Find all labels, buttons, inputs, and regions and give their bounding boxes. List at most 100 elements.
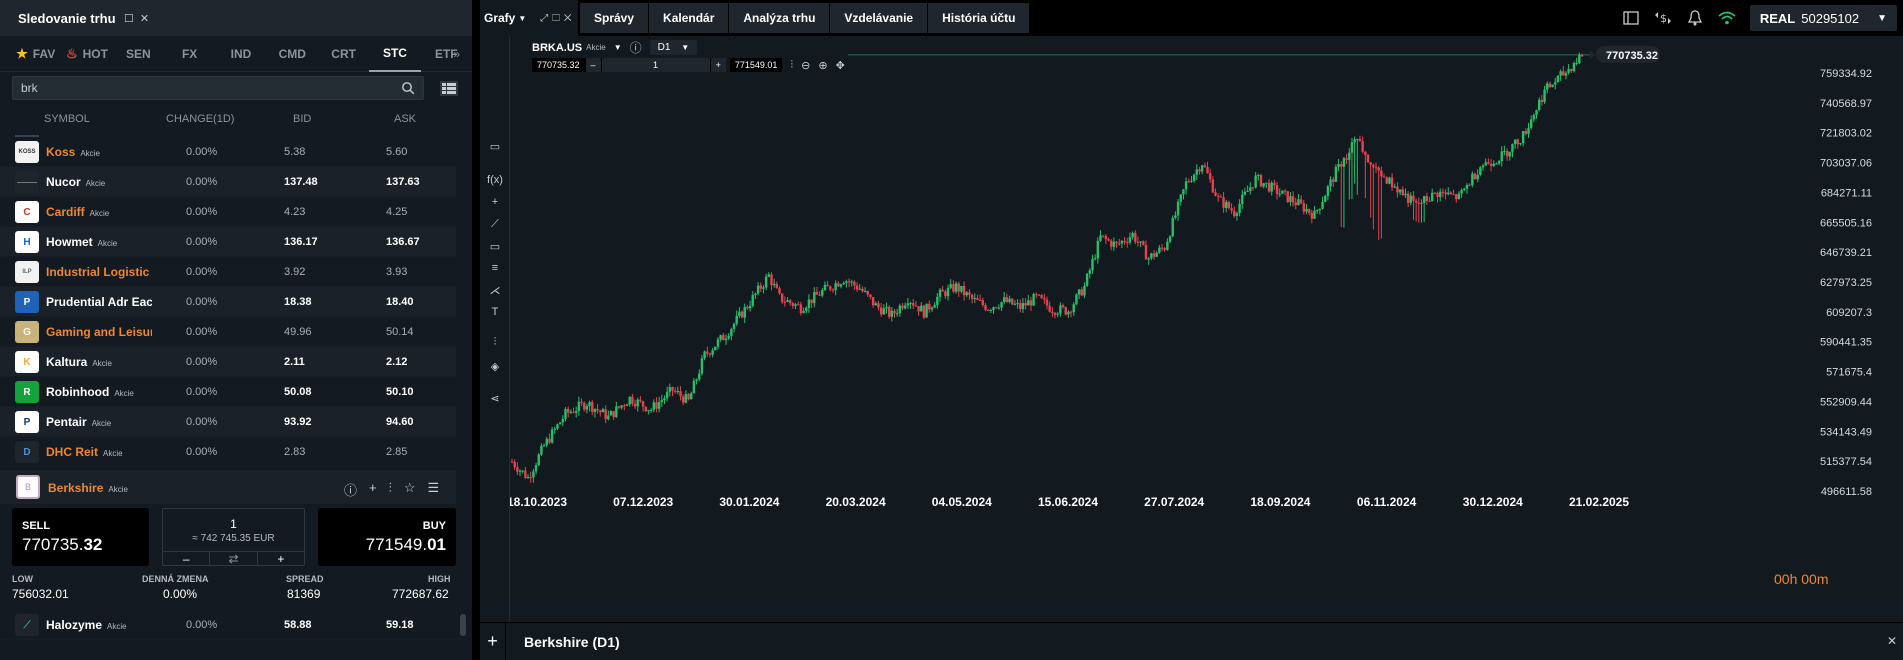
sell-button[interactable]: SELL 770735.32 xyxy=(12,508,149,566)
tab-cmd[interactable]: CMD xyxy=(267,36,318,72)
nav-item[interactable]: Analýza trhu xyxy=(729,3,831,33)
quantity-plus-button[interactable]: + xyxy=(277,552,285,566)
table-row[interactable]: —— Nucor Akcie 0.00% 137.48 137.63 xyxy=(0,167,456,197)
selected-instrument[interactable]: B Berkshire Akcie ⓘ + ⫶ ☆ ☰ xyxy=(0,470,456,504)
scrollbar-thumb[interactable] xyxy=(460,614,466,636)
candle-body xyxy=(1273,182,1276,186)
candle-body xyxy=(695,379,698,381)
table-row[interactable]: R Robinhood Akcie 0.00% 50.08 50.10 xyxy=(0,377,456,407)
add-icon[interactable]: + xyxy=(369,480,377,495)
chart-type-icon[interactable]: ▭ xyxy=(489,141,501,153)
candles-icon[interactable]: ⫶ xyxy=(493,336,497,348)
quick-qty-minus[interactable]: – xyxy=(584,58,601,72)
buy-price-main: 771549. xyxy=(365,535,428,554)
table-row[interactable]: P Pentair Akcie 0.00% 93.92 94.60 xyxy=(0,407,456,437)
money-exchange-icon[interactable]: $ xyxy=(1654,9,1672,27)
quick-qty[interactable]: 1 xyxy=(600,58,711,72)
nav-item[interactable]: Správy xyxy=(580,3,650,33)
crosshair-icon[interactable]: + xyxy=(491,196,499,208)
candle-body xyxy=(1075,294,1078,305)
quantity-swap-button[interactable]: ⇄ xyxy=(210,552,258,566)
chart-area[interactable]: ▭ f(x) + ⟋ ▭ ≡ ⋌ T ⫶ ◈ ⋖ BRKA.US Akcie ▼… xyxy=(480,36,1903,622)
chevron-down-icon[interactable]: ▼ xyxy=(518,13,527,23)
add-chart-button[interactable]: + xyxy=(480,623,506,660)
price-chart[interactable]: 759334.92 740568.97 721803.02 703037.06 6842… xyxy=(510,36,1903,622)
more-tabs-icon[interactable]: » xyxy=(453,47,460,61)
table-row[interactable]: ⟋ Halozyme Akcie 0.00% 58.88 59.18 xyxy=(0,610,456,640)
text-icon[interactable]: T xyxy=(491,306,499,318)
move-icon[interactable]: ✥ xyxy=(835,59,845,72)
bell-icon[interactable] xyxy=(1686,9,1704,27)
nav-item[interactable]: História účtu xyxy=(928,3,1031,33)
tab-etf[interactable]: ETF xyxy=(421,36,472,72)
tab-sen[interactable]: SEN xyxy=(113,36,164,72)
quick-qty-plus[interactable]: + xyxy=(710,58,726,72)
candle-body xyxy=(516,467,519,472)
list-add-icon[interactable]: ☰ xyxy=(427,480,440,495)
table-row[interactable]: ILP Industrial Logistic 0.00% 3.92 3.93 xyxy=(0,257,456,287)
table-row[interactable]: KOSS Koss Akcie 0.00% 5.38 5.60 xyxy=(0,137,456,167)
candle-body xyxy=(1118,243,1121,245)
search-icon[interactable] xyxy=(401,81,415,95)
quantity-stepper[interactable]: 1 ≈ 742 745.35 EUR – ⇄ + xyxy=(162,508,305,566)
col-ask[interactable]: ASK xyxy=(394,113,417,125)
chevron-down-icon[interactable]: ▼ xyxy=(613,43,622,52)
close-icon[interactable]: ✕ xyxy=(1886,634,1897,648)
search-input[interactable]: brk xyxy=(12,76,424,100)
candle-body xyxy=(1286,191,1289,203)
maximize-icon[interactable]: ☐ xyxy=(124,13,134,25)
quantity-minus-button[interactable]: – xyxy=(163,552,211,566)
star-icon[interactable]: ☆ xyxy=(403,480,416,495)
table-row[interactable]: K Kaltura Akcie 0.00% 2.11 2.12 xyxy=(0,347,456,377)
candle-body xyxy=(866,291,869,295)
indicator-icon[interactable]: f(x) xyxy=(487,174,503,186)
layout-icon[interactable] xyxy=(1622,9,1640,27)
tab-ind[interactable]: IND xyxy=(215,36,266,72)
fibonacci-icon[interactable]: ≡ xyxy=(491,262,499,274)
zoom-in-icon[interactable]: ⊕ xyxy=(818,59,828,72)
tab-crt[interactable]: CRT xyxy=(318,36,369,72)
table-row[interactable]: G Gaming and Leisur 0.00% 49.96 50.14 xyxy=(0,317,456,347)
chart-tab-title[interactable]: Berkshire (D1) xyxy=(524,634,620,650)
quantity-value[interactable]: 1 xyxy=(230,517,237,531)
tab-stc[interactable]: STC xyxy=(369,36,421,72)
info-icon[interactable]: ⓘ xyxy=(629,41,642,55)
chart-icon[interactable]: ⫶ xyxy=(388,480,392,495)
col-symbol[interactable]: SYMBOL xyxy=(44,113,90,125)
candle-body xyxy=(1214,192,1217,196)
quick-sell-price[interactable]: 770735.32 xyxy=(532,58,585,72)
table-row[interactable]: D DHC Reit Akcie 0.00% 2.83 2.85 xyxy=(0,437,456,467)
candles-icon[interactable]: ⫶ xyxy=(790,58,794,71)
pitchfork-icon[interactable]: ⋌ xyxy=(489,285,501,297)
table-row[interactable]: P Prudential Adr Eac 0.00% 18.38 18.40 xyxy=(0,287,456,317)
nav-item[interactable]: Vzdelávanie xyxy=(830,3,929,33)
row-name: Kaltura xyxy=(46,355,88,369)
tab-fx[interactable]: FX xyxy=(164,36,215,72)
layers-icon[interactable]: ◈ xyxy=(490,361,500,373)
grafy-tab[interactable]: Grafy ▼ ⤢☐✕ xyxy=(480,0,578,36)
rectangle-icon[interactable]: ▭ xyxy=(489,241,501,253)
col-bid[interactable]: BID xyxy=(293,113,312,125)
tab-hot[interactable]: ♨ HOT xyxy=(61,36,112,72)
info-icon[interactable]: ⓘ xyxy=(344,483,358,498)
account-selector[interactable]: REAL 50295102 ▼ xyxy=(1749,5,1897,31)
col-change[interactable]: CHANGE(1D) xyxy=(166,113,235,125)
chart-symbol[interactable]: BRKA.US xyxy=(532,41,583,54)
candle-body xyxy=(724,338,728,341)
table-row[interactable]: C Cardiff Akcie 0.00% 4.23 4.25 xyxy=(0,197,456,227)
y-tick-label: 627973.25 xyxy=(1820,277,1872,289)
nav-item[interactable]: Kalendár xyxy=(649,3,730,33)
buy-button[interactable]: BUY 771549.01 xyxy=(318,508,456,566)
tab-fav[interactable]: ★ FAV xyxy=(10,36,61,72)
trendline-icon[interactable]: ⟋ xyxy=(491,218,499,230)
close-icon[interactable]: ✕ xyxy=(139,13,150,25)
timeframe-selector[interactable]: D1 ▼ xyxy=(649,40,698,55)
quick-buy-price[interactable]: 771549.01 xyxy=(729,58,783,72)
zoom-out-icon[interactable]: ⊖ xyxy=(801,59,811,72)
share-icon[interactable]: ⋖ xyxy=(490,393,500,405)
chevron-down-icon[interactable]: ▼ xyxy=(1877,12,1887,24)
table-row[interactable]: H Howmet Akcie 0.00% 136.17 136.67 xyxy=(0,227,456,257)
window-controls-icon[interactable]: ⤢☐✕ xyxy=(540,12,576,24)
candle-body xyxy=(976,297,979,301)
grid-view-icon[interactable] xyxy=(440,81,458,96)
